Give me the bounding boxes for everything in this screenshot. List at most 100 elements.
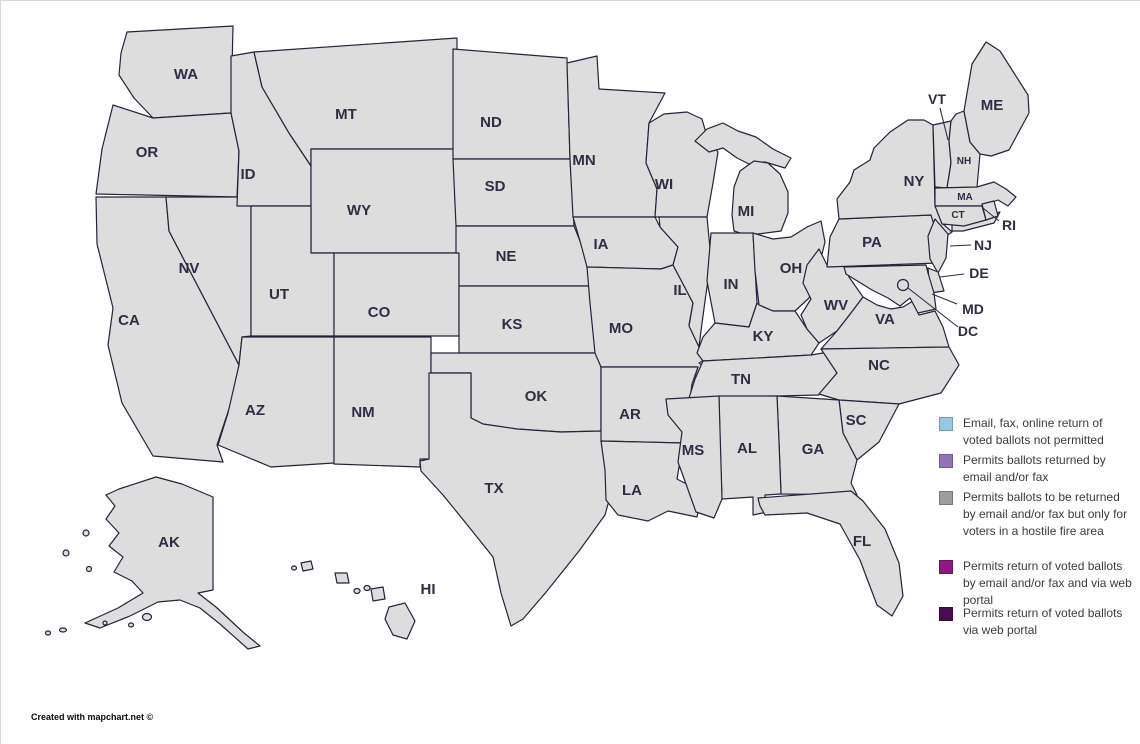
state-label-WI: WI [655,176,673,193]
state-label-MA: MA [957,192,973,203]
legend-item-email-fax-web: Permits return of voted ballots by email… [939,558,1133,609]
legend-label-email-fax: Permits ballots returned by email and/or… [963,453,1106,484]
state-AK-island[interactable] [85,565,93,573]
state-AK-island[interactable] [58,627,68,633]
state-label-IL: IL [673,282,686,299]
state-AK-island[interactable] [44,630,52,636]
legend-item-hostile-fire: Permits ballots to be returned by email … [939,489,1133,540]
state-HI-island[interactable] [370,586,386,602]
state-HI-island[interactable] [334,572,350,584]
state-label-CT: CT [951,210,964,221]
state-RI[interactable] [981,200,999,221]
state-label-AR: AR [619,406,641,423]
state-label-ND: ND [480,114,502,131]
state-HI-island[interactable] [363,584,371,592]
state-WI[interactable] [645,111,719,218]
state-label-VT: VT [928,91,946,107]
state-label-ID: ID [241,166,256,183]
state-HI-island[interactable] [384,602,416,640]
state-label-MD: MD [962,301,984,317]
credit-text: Created with mapchart.net © [31,712,154,722]
state-label-OK: OK [525,388,548,405]
legend-swatch-email-fax [939,454,953,468]
state-AK-island[interactable] [62,549,70,557]
callout-line-RI [982,207,1000,222]
state-VA[interactable] [820,296,950,350]
legend-swatch-hostile-fire [939,491,953,505]
legend-label-email-fax-web: Permits return of voted ballots by email… [963,559,1132,607]
state-label-TX: TX [484,480,503,497]
state-label-KY: KY [753,328,774,345]
legend-swatch-web-portal [939,607,953,621]
state-AK-island[interactable] [127,622,135,628]
state-label-RI: RI [1002,217,1016,233]
state-label-LA: LA [622,482,642,499]
state-CT[interactable] [934,205,987,227]
state-label-SC: SC [846,412,867,429]
state-CO[interactable] [333,252,460,337]
state-MS[interactable] [665,395,723,519]
state-MD[interactable] [843,264,937,314]
state-HI-island[interactable] [300,560,314,572]
legend-label-web-portal: Permits return of voted ballots via web … [963,606,1123,637]
state-label-CA: CA [118,312,140,329]
callout-line-MD [931,293,958,305]
state-WY[interactable] [310,148,460,254]
state-LA[interactable] [600,440,703,522]
state-KS[interactable] [458,285,599,354]
state-MI-mitten[interactable] [731,160,789,235]
state-label-HI: HI [421,581,436,598]
state-label-CO: CO [368,304,391,321]
state-label-NJ: NJ [974,237,992,253]
callout-line-NJ [949,244,972,247]
state-AK-island[interactable] [102,620,108,626]
callout-line-DC [907,287,959,328]
state-label-WY: WY [347,202,371,219]
state-ME[interactable] [963,41,1030,157]
state-label-AL: AL [737,440,757,457]
state-label-NM: NM [351,404,374,421]
state-HI-island[interactable] [353,587,361,595]
state-NE[interactable] [455,225,591,287]
legend-label-hostile-fire: Permits ballots to be returned by email … [963,490,1128,538]
state-PA[interactable] [826,214,943,268]
legend-item-web-portal: Permits return of voted ballots via web … [939,605,1133,639]
state-label-OR: OR [136,144,159,161]
state-label-AK: AK [158,534,180,551]
state-SD[interactable] [452,158,575,227]
state-label-VA: VA [875,311,895,328]
state-FL[interactable] [757,490,904,617]
legend-swatch-not-permitted [939,417,953,431]
state-label-NH: NH [957,156,971,167]
state-label-SD: SD [485,178,506,195]
state-TX[interactable] [419,372,618,627]
state-AK-island[interactable] [141,612,153,622]
state-label-TN: TN [731,371,751,388]
state-NM[interactable] [333,336,432,468]
state-AK[interactable] [84,476,261,650]
callout-line-DE [939,273,965,278]
state-HI-island[interactable] [290,565,298,571]
state-ND[interactable] [452,48,571,160]
state-label-NC: NC [868,357,890,374]
state-label-WA: WA [174,66,198,83]
state-label-NV: NV [179,260,200,277]
state-label-OH: OH [780,260,803,277]
state-NH[interactable] [946,110,981,189]
state-DC[interactable] [896,278,910,292]
state-OR[interactable] [95,104,240,198]
state-AK-island[interactable] [82,529,90,537]
legend-item-email-fax: Permits ballots returned by email and/or… [939,452,1133,486]
state-label-KS: KS [502,316,523,333]
state-label-IN: IN [724,276,739,293]
state-label-MN: MN [572,152,595,169]
state-label-DE: DE [969,265,988,281]
state-label-MO: MO [609,320,633,337]
state-label-MT: MT [335,106,357,123]
callout-line-VT [939,107,949,141]
state-MI[interactable] [694,122,792,169]
state-label-ME: ME [981,97,1004,114]
state-NC[interactable] [818,346,960,405]
